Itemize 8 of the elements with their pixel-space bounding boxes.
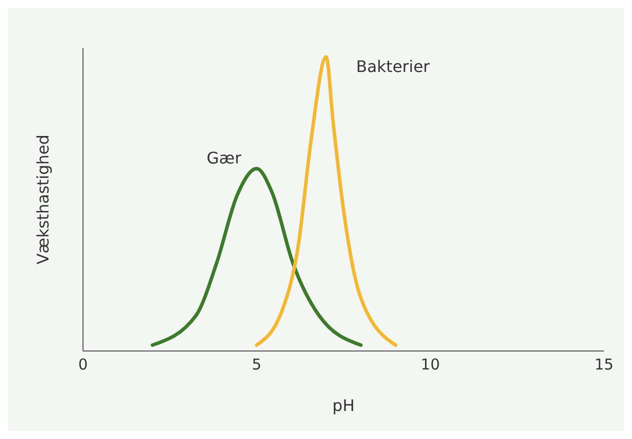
y-axis-title: Væksthastighed (34, 134, 53, 264)
x-tick-label: 5 (252, 356, 262, 374)
x-axis-title: pH (332, 396, 355, 415)
x-tick-label: 15 (594, 356, 614, 374)
series-label: Gær (206, 148, 242, 168)
x-tick-label: 0 (78, 356, 88, 374)
x-tick-label: 10 (420, 356, 440, 374)
series-label: Bakterier (356, 56, 430, 76)
